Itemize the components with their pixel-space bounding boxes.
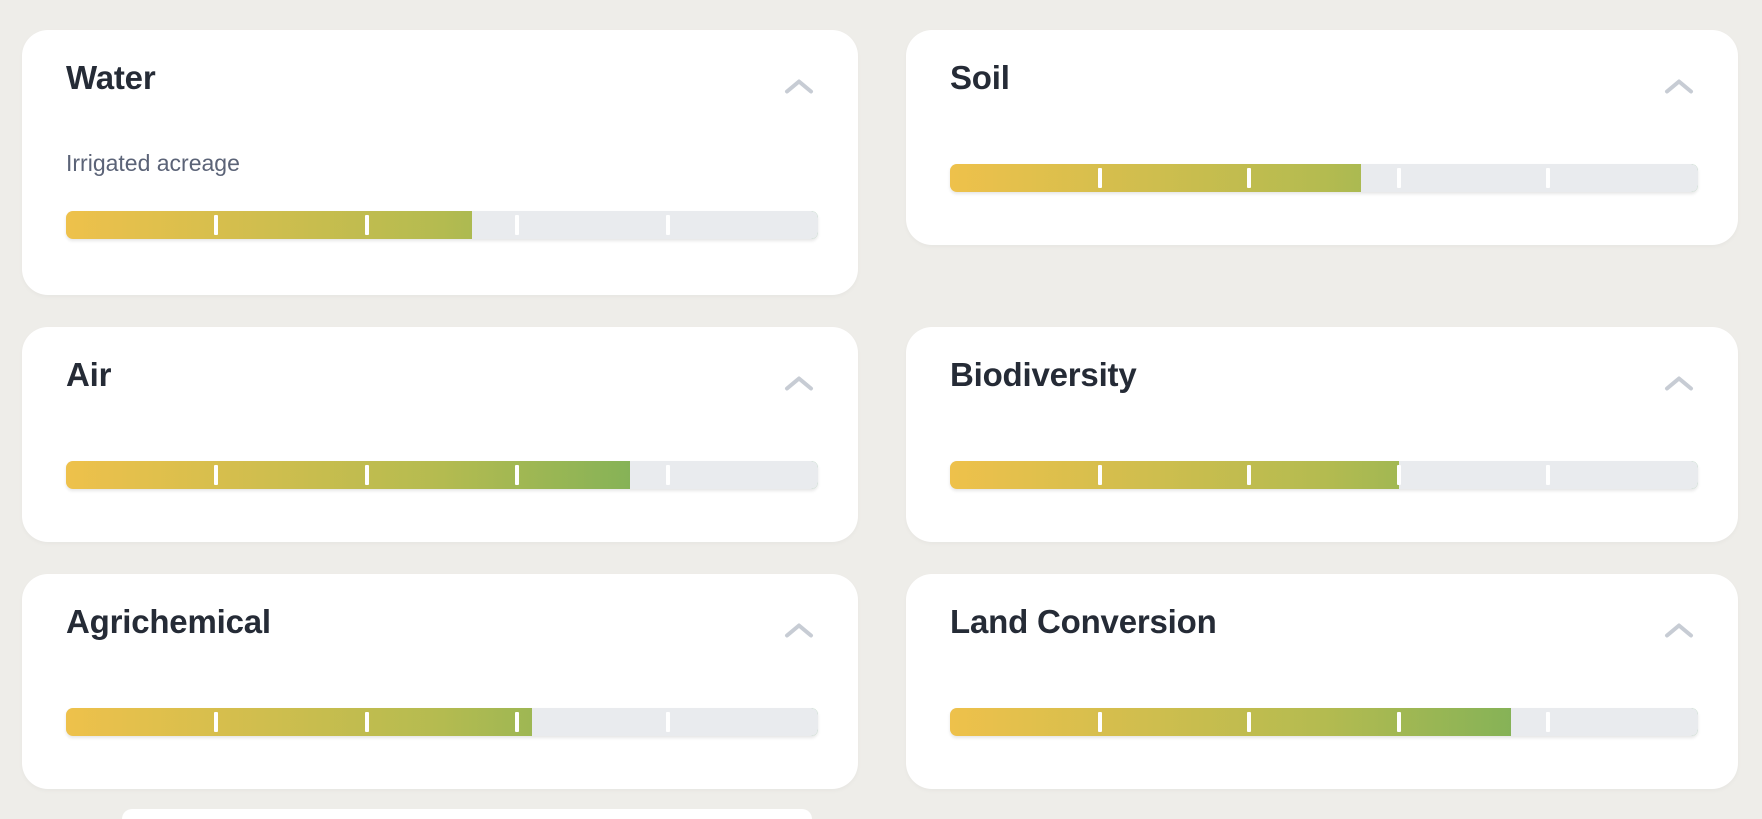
progress-tick: [1546, 168, 1551, 188]
category-card-soil: Soil: [906, 30, 1738, 245]
progress-tick: [665, 712, 670, 732]
progress-tick: [214, 465, 219, 485]
collapse-button[interactable]: [1662, 618, 1696, 643]
progress-tick: [1546, 712, 1551, 732]
progress-tick: [665, 465, 670, 485]
progress-tick: [1396, 712, 1401, 732]
progress-tick: [1396, 168, 1401, 188]
progress-tick: [1247, 712, 1252, 732]
progress-bar-remaining: [1511, 708, 1698, 736]
progress-bar: [950, 708, 1698, 736]
progress-bar-remaining: [1361, 164, 1698, 192]
chevron-up-icon: [1665, 376, 1693, 391]
card-body: [950, 708, 1698, 789]
chevron-up-icon: [785, 376, 813, 391]
card-body: [950, 164, 1698, 245]
progress-tick: [515, 712, 520, 732]
collapse-button[interactable]: [1662, 371, 1696, 396]
card-body: [66, 708, 818, 789]
chevron-up-icon: [1665, 79, 1693, 94]
progress-tick: [364, 215, 369, 235]
collapse-button[interactable]: [782, 371, 816, 396]
card-header: Land Conversion: [950, 603, 1698, 643]
progress-bar: [950, 164, 1698, 192]
chevron-up-icon: [785, 623, 813, 638]
metric-label: Irrigated acreage: [66, 150, 240, 177]
card-header: Soil: [950, 59, 1698, 99]
card-title: Soil: [950, 59, 1010, 96]
progress-tick: [515, 215, 520, 235]
collapse-button[interactable]: [782, 74, 816, 99]
progress-tick: [364, 712, 369, 732]
progress-tick: [1546, 465, 1551, 485]
progress-tick: [1097, 465, 1102, 485]
progress-tick: [214, 712, 219, 732]
card-header: Agrichemical: [66, 603, 818, 643]
card-title: Biodiversity: [950, 356, 1137, 393]
card-body: Irrigated acreage: [66, 150, 818, 295]
next-card-peek: [122, 809, 812, 819]
chevron-up-icon: [785, 79, 813, 94]
progress-tick: [214, 215, 219, 235]
progress-bar-remaining: [472, 211, 818, 239]
category-card-biodiversity: Biodiversity: [906, 327, 1738, 542]
card-header: Water: [66, 59, 818, 99]
progress-tick: [1097, 168, 1102, 188]
progress-tick: [665, 215, 670, 235]
progress-bar: [950, 461, 1698, 489]
progress-tick: [1247, 465, 1252, 485]
progress-tick: [1396, 465, 1401, 485]
card-header: Air: [66, 356, 818, 396]
progress-tick: [1097, 712, 1102, 732]
progress-bar: [66, 708, 818, 736]
chevron-up-icon: [1665, 623, 1693, 638]
category-card-water: Water Irrigated acreage: [22, 30, 858, 295]
category-card-land-conversion: Land Conversion: [906, 574, 1738, 789]
progress-bar-remaining: [532, 708, 818, 736]
category-card-air: Air: [22, 327, 858, 542]
category-card-agrichemical: Agrichemical: [22, 574, 858, 789]
card-title: Agrichemical: [66, 603, 271, 640]
card-title: Land Conversion: [950, 603, 1217, 640]
category-cards-grid: Water Irrigated acreage Soil: [22, 30, 1738, 789]
card-header: Biodiversity: [950, 356, 1698, 396]
progress-tick: [515, 465, 520, 485]
progress-tick: [1247, 168, 1252, 188]
card-body: [950, 461, 1698, 542]
progress-bar: [66, 461, 818, 489]
collapse-button[interactable]: [1662, 74, 1696, 99]
card-body: [66, 461, 818, 542]
card-title: Air: [66, 356, 112, 393]
progress-tick: [364, 465, 369, 485]
collapse-button[interactable]: [782, 618, 816, 643]
card-title: Water: [66, 59, 156, 96]
progress-bar: [66, 211, 818, 239]
progress-bar-remaining: [630, 461, 818, 489]
